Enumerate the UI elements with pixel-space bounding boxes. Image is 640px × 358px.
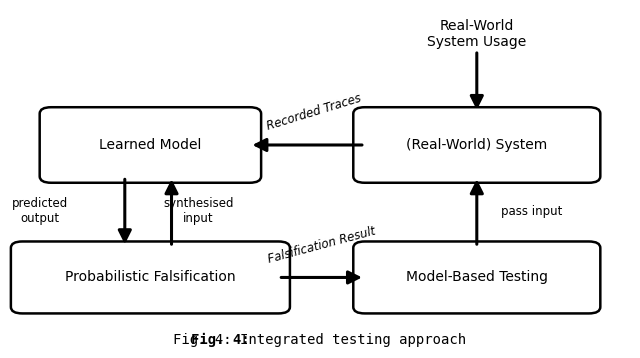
Text: Fig. 4:: Fig. 4:: [191, 332, 250, 347]
Text: predicted
output: predicted output: [12, 197, 68, 225]
Text: Real-World
System Usage: Real-World System Usage: [427, 19, 527, 49]
Text: Learned Model: Learned Model: [99, 138, 202, 152]
FancyBboxPatch shape: [11, 241, 290, 314]
FancyBboxPatch shape: [40, 107, 261, 183]
FancyBboxPatch shape: [353, 241, 600, 314]
Text: Falsification Result: Falsification Result: [266, 224, 376, 266]
Text: Fig. 4: Integrated testing approach: Fig. 4: Integrated testing approach: [173, 333, 467, 347]
FancyBboxPatch shape: [353, 107, 600, 183]
Text: Probabilistic Falsification: Probabilistic Falsification: [65, 270, 236, 285]
Text: Recorded Traces: Recorded Traces: [265, 92, 362, 133]
Text: synthesised
input: synthesised input: [163, 197, 234, 225]
Text: pass input: pass input: [500, 205, 562, 218]
Text: (Real-World) System: (Real-World) System: [406, 138, 547, 152]
Text: Model-Based Testing: Model-Based Testing: [406, 270, 548, 285]
